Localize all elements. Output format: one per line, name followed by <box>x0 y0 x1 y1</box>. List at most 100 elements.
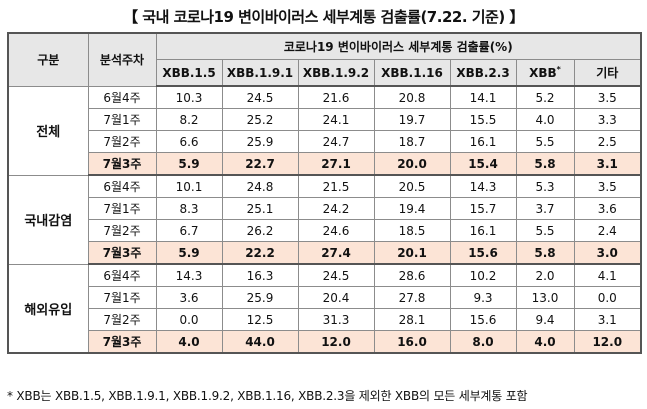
week-cell: 7월2주 <box>87 308 157 331</box>
week-cell: 7월1주 <box>87 286 157 309</box>
value-cell: 14.3 <box>155 263 223 287</box>
week-cell: 7월3주 <box>87 241 157 265</box>
week-cell: 7월3주 <box>87 152 157 176</box>
table-title: 【 국내 코로나19 변이바이러스 세부계통 검출률(7.22. 기준) 】 <box>123 8 524 26</box>
value-cell: 24.5 <box>221 85 299 109</box>
header-span: 코로나19 변이바이러스 세부계통 검출률(%) <box>155 32 642 60</box>
value-cell: 2.5 <box>573 130 642 153</box>
value-cell: 20.8 <box>373 85 451 109</box>
week-cell: 7월2주 <box>87 130 157 153</box>
value-cell: 9.3 <box>449 286 517 309</box>
table-row: 해외유입 6월4주 14.3 16.3 24.5 28.6 10.2 2.0 4.1 <box>7 263 642 354</box>
value-cell: 25.1 <box>221 197 299 220</box>
value-cell: 20.4 <box>297 286 375 309</box>
variant-detection-table: 구분 분석주차 코로나19 변이바이러스 세부계통 검출률(%) XBB.1.5… <box>7 32 643 354</box>
value-cell: 19.7 <box>373 108 451 131</box>
value-cell: 27.8 <box>373 286 451 309</box>
value-cell: 5.8 <box>515 241 575 265</box>
value-cell: 12.5 <box>221 308 299 331</box>
value-cell: 27.4 <box>297 241 375 265</box>
value-cell: 15.5 <box>449 108 517 131</box>
value-cell: 14.3 <box>449 174 517 198</box>
value-cell: 5.8 <box>515 152 575 176</box>
value-cell: 25.9 <box>221 130 299 153</box>
value-cell: 44.0 <box>221 330 299 354</box>
table-row: 전체 6월4주 10.3 24.5 21.6 20.8 14.1 5.2 3.5 <box>7 85 642 176</box>
table-row: 국내감염 6월4주 10.1 24.8 21.5 20.5 14.3 5.3 3.5 <box>7 174 642 265</box>
value-cell: 16.1 <box>449 130 517 153</box>
table-row: 7월1주 8.3 25.1 24.2 19.4 15.7 3.7 3.6 <box>8 197 642 220</box>
value-cell: 10.3 <box>155 85 223 109</box>
week-cell: 6월4주 <box>87 174 157 198</box>
value-cell: 8.0 <box>449 330 517 354</box>
value-cell: 0.0 <box>573 286 642 309</box>
group-label: 해외유입 <box>7 263 89 354</box>
table-row: 7월2주 6.7 26.2 24.6 18.5 16.1 5.5 2.4 <box>8 219 642 242</box>
value-cell: 3.5 <box>573 174 642 198</box>
footnote: * XBB는 XBB.1.5, XBB.1.9.1, XBB.1.9.2, XB… <box>7 389 528 403</box>
week-cell: 7월1주 <box>87 197 157 220</box>
value-cell: 3.5 <box>573 85 642 109</box>
value-cell: 0.0 <box>155 308 223 331</box>
value-cell: 4.0 <box>515 330 575 354</box>
value-cell: 6.6 <box>155 130 223 153</box>
header-col-xbb: XBB* <box>515 59 575 87</box>
week-cell: 6월4주 <box>87 263 157 287</box>
table-row: 7월2주 6.6 25.9 24.7 18.7 16.1 5.5 2.5 <box>8 130 642 153</box>
value-cell: 31.3 <box>297 308 375 331</box>
value-cell: 15.7 <box>449 197 517 220</box>
week-cell: 7월2주 <box>87 219 157 242</box>
value-cell: 21.5 <box>297 174 375 198</box>
table-row: 7월3주 4.0 44.0 12.0 16.0 8.0 4.0 12.0 <box>8 330 642 354</box>
value-cell: 16.1 <box>449 219 517 242</box>
value-cell: 16.0 <box>373 330 451 354</box>
table-row: 7월2주 0.0 12.5 31.3 28.1 15.6 9.4 3.1 <box>8 308 642 331</box>
value-cell: 3.6 <box>155 286 223 309</box>
value-cell: 10.2 <box>449 263 517 287</box>
value-cell: 24.2 <box>297 197 375 220</box>
value-cell: 18.7 <box>373 130 451 153</box>
value-cell: 13.0 <box>515 286 575 309</box>
value-cell: 2.4 <box>573 219 642 242</box>
value-cell: 24.7 <box>297 130 375 153</box>
value-cell: 18.5 <box>373 219 451 242</box>
value-cell: 5.5 <box>515 219 575 242</box>
value-cell: 12.0 <box>573 330 642 354</box>
week-cell: 7월1주 <box>87 108 157 131</box>
value-cell: 4.0 <box>515 108 575 131</box>
value-cell: 16.3 <box>221 263 299 287</box>
header-week: 분석주차 <box>87 32 157 87</box>
week-cell: 6월4주 <box>87 85 157 109</box>
value-cell: 28.6 <box>373 263 451 287</box>
header-col: XBB.1.16 <box>373 59 451 87</box>
value-cell: 15.6 <box>449 308 517 331</box>
xbb-label: XBB <box>529 66 557 80</box>
header-col: 기타 <box>573 59 642 87</box>
value-cell: 5.9 <box>155 152 223 176</box>
value-cell: 8.2 <box>155 108 223 131</box>
value-cell: 9.4 <box>515 308 575 331</box>
value-cell: 3.0 <box>573 241 642 265</box>
header-col: XBB.1.9.1 <box>221 59 299 87</box>
value-cell: 19.4 <box>373 197 451 220</box>
header-col: XBB.2.3 <box>449 59 517 87</box>
value-cell: 4.1 <box>573 263 642 287</box>
value-cell: 14.1 <box>449 85 517 109</box>
value-cell: 15.4 <box>449 152 517 176</box>
week-cell: 7월3주 <box>87 330 157 354</box>
value-cell: 10.1 <box>155 174 223 198</box>
header-col: XBB.1.9.2 <box>297 59 375 87</box>
value-cell: 22.2 <box>221 241 299 265</box>
table-row: 7월1주 8.2 25.2 24.1 19.7 15.5 4.0 3.3 <box>8 108 642 131</box>
value-cell: 20.5 <box>373 174 451 198</box>
value-cell: 20.1 <box>373 241 451 265</box>
value-cell: 24.8 <box>221 174 299 198</box>
value-cell: 24.1 <box>297 108 375 131</box>
value-cell: 3.7 <box>515 197 575 220</box>
value-cell: 5.5 <box>515 130 575 153</box>
value-cell: 22.7 <box>221 152 299 176</box>
value-cell: 15.6 <box>449 241 517 265</box>
value-cell: 3.1 <box>573 152 642 176</box>
value-cell: 26.2 <box>221 219 299 242</box>
value-cell: 27.1 <box>297 152 375 176</box>
